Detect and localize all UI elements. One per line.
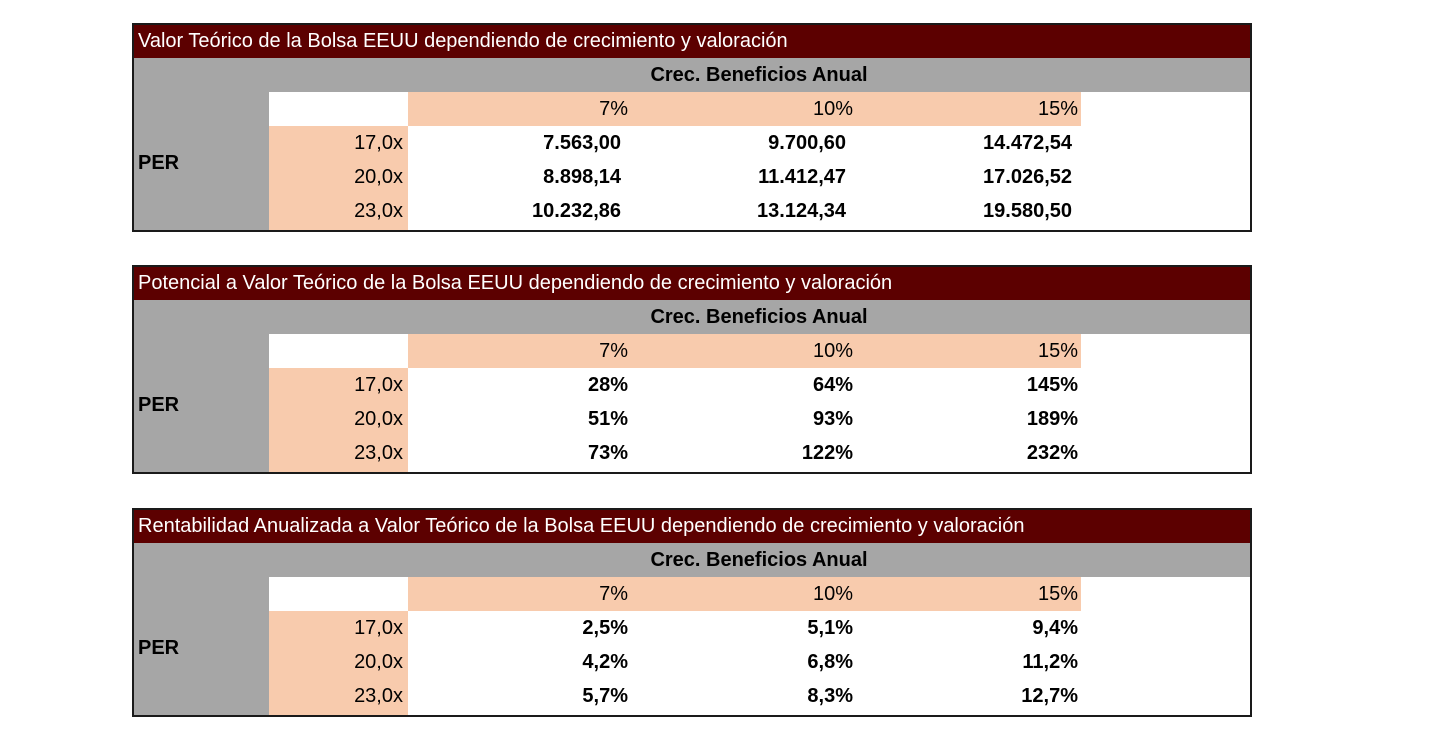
- table-cell: 11,2%: [1022, 651, 1078, 673]
- table-cell: 4,2%: [582, 651, 628, 673]
- column-header-band: [408, 92, 1081, 126]
- table-cell: 189%: [1026, 408, 1078, 430]
- table-cell: 2,5%: [582, 617, 628, 639]
- table-cell: 5,7%: [582, 685, 628, 707]
- row-header: 23,0x: [354, 442, 403, 464]
- row-header: 23,0x: [354, 200, 403, 222]
- column-header: 15%: [1037, 583, 1078, 605]
- column-group-label: Crec. Beneficios Anual: [650, 306, 868, 328]
- table-cell: 13.124,34: [757, 200, 846, 222]
- column-header: 15%: [1037, 340, 1078, 362]
- column-group-label: Crec. Beneficios Anual: [650, 549, 868, 571]
- table-cell: 17.026,52: [983, 166, 1072, 188]
- row-header: 20,0x: [354, 408, 403, 430]
- column-group-label: Crec. Beneficios Anual: [650, 64, 868, 86]
- table-cell: 9.700,60: [768, 132, 846, 154]
- column-header: 7%: [599, 98, 628, 120]
- annualized-return-table: Rentabilidad Anualizada a Valor Teórico …: [132, 508, 1252, 717]
- table-cell: 11.412,47: [758, 166, 846, 188]
- table-title: Potencial a Valor Teórico de la Bolsa EE…: [134, 267, 1250, 300]
- column-group-band: Crec. Beneficios Anual: [134, 300, 1250, 334]
- row-group-column: PER: [134, 92, 269, 230]
- corner-cell: [269, 334, 408, 368]
- table-cell: 8,3%: [807, 685, 853, 707]
- table-cell: 8.898,14: [543, 166, 621, 188]
- table-cell: 14.472,54: [983, 132, 1072, 154]
- table-cell: 10.232,86: [532, 200, 621, 222]
- table-title: Valor Teórico de la Bolsa EEUU dependien…: [134, 25, 1250, 58]
- column-header: 7%: [599, 583, 628, 605]
- row-header: 17,0x: [354, 374, 403, 396]
- column-header-band: [408, 334, 1081, 368]
- row-header-band: [269, 126, 408, 230]
- table-cell: 93%: [812, 408, 853, 430]
- row-group-label: PER: [138, 152, 180, 174]
- table-title: Rentabilidad Anualizada a Valor Teórico …: [134, 510, 1250, 543]
- table-cell: 122%: [801, 442, 853, 464]
- row-header-band: [269, 368, 408, 472]
- table-cell: 51%: [587, 408, 628, 430]
- row-group-column: PER: [134, 577, 269, 715]
- table-cell: 145%: [1026, 374, 1078, 396]
- column-header: 15%: [1037, 98, 1078, 120]
- corner-cell: [269, 92, 408, 126]
- column-header: 10%: [812, 98, 853, 120]
- table-cell: 232%: [1026, 442, 1078, 464]
- column-header: 7%: [599, 340, 628, 362]
- corner-cell: [269, 577, 408, 611]
- row-header: 20,0x: [354, 166, 403, 188]
- column-header-band: [408, 577, 1081, 611]
- table-cell: 28%: [587, 374, 628, 396]
- column-header: 10%: [812, 583, 853, 605]
- row-header: 17,0x: [354, 617, 403, 639]
- value-table: Valor Teórico de la Bolsa EEUU dependien…: [132, 23, 1252, 232]
- column-header: 10%: [812, 340, 853, 362]
- table-cell: 9,4%: [1032, 617, 1078, 639]
- table-cell: 5,1%: [807, 617, 853, 639]
- column-group-band: Crec. Beneficios Anual: [134, 543, 1250, 577]
- column-group-band: Crec. Beneficios Anual: [134, 58, 1250, 92]
- row-group-label: PER: [138, 394, 180, 416]
- row-header: 17,0x: [354, 132, 403, 154]
- table-cell: 6,8%: [807, 651, 853, 673]
- table-cell: 73%: [587, 442, 628, 464]
- row-header-band: [269, 611, 408, 715]
- table-cell: 64%: [812, 374, 853, 396]
- potential-table: Potencial a Valor Teórico de la Bolsa EE…: [132, 265, 1252, 474]
- row-header: 20,0x: [354, 651, 403, 673]
- row-group-column: PER: [134, 334, 269, 472]
- table-cell: 7.563,00: [543, 132, 621, 154]
- row-header: 23,0x: [354, 685, 403, 707]
- table-cell: 12,7%: [1021, 685, 1078, 707]
- table-cell: 19.580,50: [983, 200, 1072, 222]
- row-group-label: PER: [138, 637, 180, 659]
